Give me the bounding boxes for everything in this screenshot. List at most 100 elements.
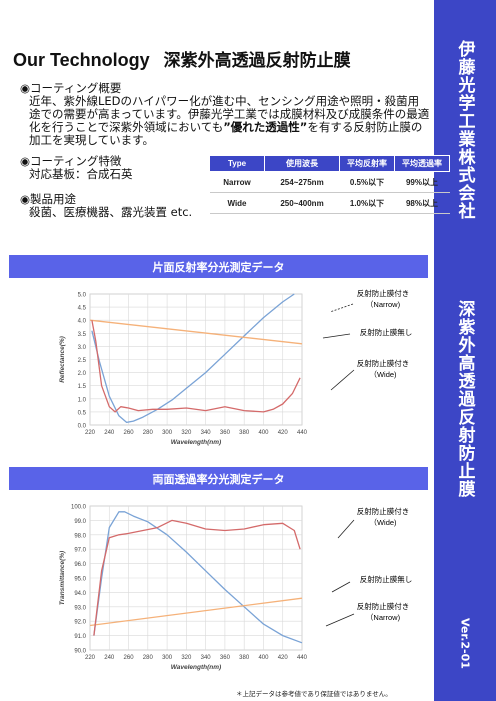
- transmittance-section-header: 両面透過率分光測定データ: [9, 467, 428, 490]
- table-cell: 254~275nm: [264, 171, 340, 193]
- table-cell: Narrow: [209, 171, 265, 193]
- overview-section: ◉コーティング概要 近年、紫外線LEDのハイパワー化が進む中、センシング用途や照…: [20, 82, 430, 147]
- annotation-wide-arrow: [330, 369, 355, 391]
- x-tick-label: 320: [181, 430, 192, 436]
- y-tick-label: 94.0: [74, 591, 86, 597]
- y-tick-label: 1.0: [78, 397, 87, 403]
- y-tick-label: 91.0: [74, 634, 86, 640]
- y-tick-label: 100.0: [71, 505, 87, 511]
- y-tick-label: 0.5: [78, 410, 87, 416]
- y-tick-label: 99.0: [74, 519, 86, 525]
- y-tick-label: 0.0: [78, 424, 87, 430]
- x-tick-label: 360: [220, 655, 231, 661]
- x-tick-label: 420: [278, 430, 289, 436]
- series-uncoated-line: [89, 319, 303, 345]
- overview-text-after: を有する反射防止膜の加工を実現しています。: [29, 120, 423, 147]
- table-header: 使用波長: [264, 155, 340, 172]
- x-axis-label: Wavelength(nm): [171, 664, 221, 671]
- company-name: 伊藤光学工業株式会社: [454, 40, 475, 220]
- annotation-narrow-label: 反射防止膜付き: [357, 288, 410, 298]
- y-tick-label: 97.0: [74, 548, 86, 554]
- table-header: 平均透過率: [394, 155, 450, 172]
- reflectance-section-header: 片面反射率分光測定データ: [9, 255, 428, 278]
- table-cell: 0.5%以下: [339, 171, 395, 193]
- product-name: 深紫外高透過反射防止膜: [454, 300, 475, 498]
- transmittance-chart: 90.0 91.0 92.0 93.0 94.0 95.0 96.0 97.0 98.0 99.0…: [59, 505, 413, 672]
- annotation-narrow-sub: （Narrow): [366, 613, 401, 622]
- y-tick-label: 92.0: [74, 620, 86, 626]
- series-wide-line: [91, 320, 301, 413]
- x-tick-label: 220: [85, 655, 96, 661]
- table-header-row: Type 使用波長 平均反射率 平均透過率: [209, 155, 450, 172]
- y-tick-label: 3.0: [78, 345, 87, 351]
- y-tick-label: 93.0: [74, 605, 86, 611]
- series-narrow-line: [91, 293, 295, 424]
- footnote: ＊上記データは参考値であり保証値ではありません。: [236, 690, 392, 698]
- x-tick-label: 260: [124, 655, 135, 661]
- y-tick-label: 98.0: [74, 533, 86, 539]
- x-tick-label: 340: [201, 430, 212, 436]
- y-tick-label: 2.5: [78, 358, 87, 364]
- sidebar: 伊藤光学工業株式会社 深紫外高透過反射防止膜 Ver.2-01: [434, 0, 496, 701]
- annotation-narrow-sub: （Narrow): [366, 300, 401, 309]
- x-tick-label: 240: [104, 655, 115, 661]
- x-tick-label: 380: [239, 655, 250, 661]
- y-tick-label: 2.0: [78, 371, 87, 377]
- table-cell: 99%以上: [394, 171, 450, 193]
- annotation-wide-label: 反射防止膜付き: [357, 358, 410, 368]
- page-title: Our Technology 深紫外高透過反射防止膜: [13, 46, 351, 71]
- transmittance-annotations: 反射防止膜付き （Wide) 反射防止膜無し 反射防止膜付き （Narrow): [325, 506, 413, 627]
- reflectance-chart: 0.0 0.5 1.0 1.5 2.0 2.5 3.0 3.5 4.0 4.5 5.0 220 240 2…: [59, 288, 413, 446]
- x-tick-label: 400: [258, 655, 269, 661]
- y-tick-label: 1.5: [78, 384, 87, 390]
- annotation-narrow-label: 反射防止膜付き: [357, 601, 410, 611]
- y-axis-label: Reflectance(%): [59, 336, 66, 383]
- x-tick-label: 280: [143, 430, 154, 436]
- annotation-wide-arrow: [337, 519, 355, 539]
- annotation-narrow-arrow: [329, 303, 354, 313]
- annotation-wide-label: 反射防止膜付き: [357, 506, 410, 516]
- series-uncoated-line: [89, 597, 303, 627]
- annotation-wide-sub: （Wide): [369, 370, 397, 379]
- overview-emphasis: ”優れた透過性”: [223, 120, 308, 134]
- y-tick-label: 4.0: [78, 319, 87, 325]
- y-tick-label: 90.0: [74, 649, 86, 655]
- x-tick-label: 240: [104, 430, 115, 436]
- overview-heading: ◉コーティング概要: [20, 81, 122, 95]
- annotation-wide-sub: （Wide): [369, 518, 397, 527]
- y-tick-label: 5.0: [78, 293, 87, 299]
- overview-text: 近年、紫外線LEDのハイパワー化が進む中、センシング用途や照明・殺菌用途での需要…: [29, 95, 430, 147]
- annotation-uncoated-label: 反射防止膜無し: [360, 574, 413, 584]
- usage-text: 殺菌、医療機器、露光装置 etc.: [29, 205, 193, 219]
- table-row: Wide 250~400nm 1.0%以下 98%以上: [209, 192, 450, 214]
- x-tick-label: 440: [297, 655, 308, 661]
- x-tick-label: 280: [143, 655, 154, 661]
- table-cell: 250~400nm: [264, 192, 340, 214]
- x-axis-label: Wavelength(nm): [171, 439, 221, 446]
- x-tick-label: 400: [258, 430, 269, 436]
- x-tick-label: 260: [124, 430, 135, 436]
- title-japanese: 深紫外高透過反射防止膜: [163, 51, 351, 71]
- x-tick-label: 420: [278, 655, 289, 661]
- y-tick-label: 4.5: [78, 306, 87, 312]
- coating-section: ◉コーティング特徴 対応基板：合成石英: [20, 155, 133, 181]
- reflectance-annotations: 反射防止膜付き （Narrow) 反射防止膜無し 反射防止膜付き （Wide): [322, 288, 413, 391]
- title-english: Our Technology: [13, 50, 150, 70]
- table-cell: Wide: [209, 192, 265, 214]
- table-header: 平均反射率: [339, 155, 395, 172]
- table-header: Type: [209, 155, 265, 172]
- annotation-narrow-arrow: [325, 613, 355, 627]
- x-tick-label: 340: [201, 655, 212, 661]
- overview-text-before: 近年、紫外線LEDのハイパワー化が進む中、センシング用途や照明・殺菌用途での需要…: [29, 94, 430, 134]
- coating-text: 対応基板：合成石英: [29, 167, 133, 181]
- series-narrow-line: [93, 511, 303, 644]
- annotation-uncoated-arrow: [322, 333, 351, 339]
- y-tick-label: 95.0: [74, 577, 86, 583]
- table-row: Narrow 254~275nm 0.5%以下 99%以上: [209, 171, 450, 193]
- table-cell: 98%以上: [394, 192, 450, 214]
- x-tick-label: 300: [162, 655, 173, 661]
- annotation-uncoated-label: 反射防止膜無し: [360, 327, 413, 337]
- series-wide-line: [93, 519, 301, 636]
- usage-heading: ◉製品用途: [20, 192, 77, 206]
- x-tick-label: 320: [181, 655, 192, 661]
